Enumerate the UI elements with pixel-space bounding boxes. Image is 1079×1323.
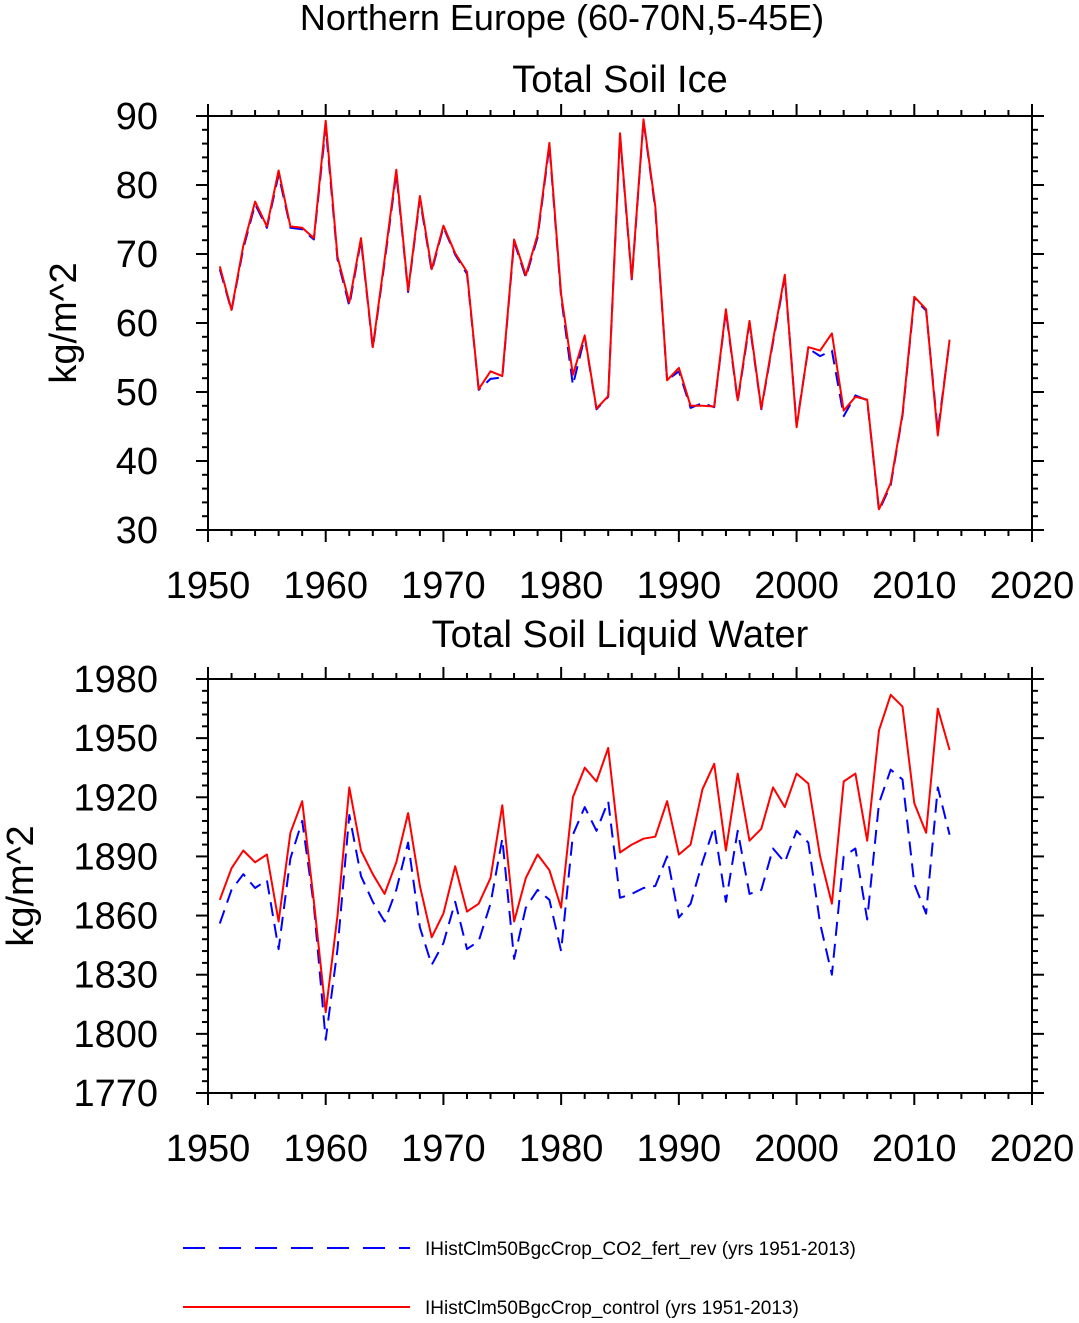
- y-tick-label: 50: [116, 372, 158, 414]
- series-line-co2-fert-rev: [218, 768, 951, 1041]
- legend-entry: IHistClm50BgcCrop_control (yrs 1951-2013…: [183, 1298, 799, 1319]
- y-axis-label: kg/m^2: [0, 825, 42, 946]
- x-tick-label: 1990: [637, 565, 722, 607]
- chart-title: Total Soil Liquid Water: [432, 614, 809, 656]
- chart-title: Total Soil Ice: [512, 59, 727, 101]
- y-tick-label: 1920: [73, 777, 158, 819]
- x-tick-label: 2000: [754, 1128, 839, 1170]
- x-tick-label: 1980: [519, 565, 604, 607]
- y-tick-label: 1830: [73, 955, 158, 997]
- series-line-control: [218, 118, 951, 511]
- x-tick-label: 2000: [754, 565, 839, 607]
- y-tick-label: 40: [116, 441, 158, 483]
- panel-total-soil-liquid-water: Total Soil Liquid Water kg/m^2 1950 1960 1…: [0, 614, 1074, 1170]
- y-tick-label: 30: [116, 510, 158, 552]
- plot-frame: [207, 678, 1033, 1094]
- x-tick-label: 1980: [519, 1128, 604, 1170]
- y-axis-label: kg/m^2: [43, 262, 85, 383]
- series-line-co2-fert-rev: [218, 119, 951, 512]
- x-tick-label: 2020: [990, 1128, 1075, 1170]
- x-tick-label: 2020: [990, 565, 1075, 607]
- x-tick-label: 1990: [637, 1128, 722, 1170]
- y-tick-label: 1800: [73, 1014, 158, 1056]
- x-tick-label: 2010: [872, 1128, 957, 1170]
- x-tick-label: 1950: [166, 565, 251, 607]
- y-tick-label: 1860: [73, 896, 158, 938]
- y-tick-label: 60: [116, 303, 158, 345]
- x-tick-label: 1970: [401, 1128, 486, 1170]
- x-tick-label: 1970: [401, 565, 486, 607]
- figure-title: Northern Europe (60-70N,5-45E): [300, 0, 824, 38]
- legend: IHistClm50BgcCrop_CO2_fert_rev (yrs 1951…: [183, 1239, 856, 1319]
- legend-entry: IHistClm50BgcCrop_CO2_fert_rev (yrs 1951…: [183, 1239, 856, 1260]
- y-tick-label: 1950: [73, 718, 158, 760]
- x-tick-label: 1960: [283, 565, 368, 607]
- x-tick-label: 1950: [166, 1128, 251, 1170]
- y-tick-label: 1770: [73, 1073, 158, 1115]
- panel-total-soil-ice: Total Soil Ice kg/m^2 1950 1960 1970 1980 19…: [43, 59, 1074, 607]
- legend-label: IHistClm50BgcCrop_control (yrs 1951-2013…: [425, 1298, 799, 1319]
- y-tick-label: 70: [116, 234, 158, 276]
- y-tick-label: 1890: [73, 836, 158, 878]
- y-tick-label: 80: [116, 165, 158, 207]
- y-tick-label: 1980: [73, 659, 158, 701]
- x-tick-label: 2010: [872, 565, 957, 607]
- x-tick-label: 1960: [283, 1128, 368, 1170]
- legend-label: IHistClm50BgcCrop_CO2_fert_rev (yrs 1951…: [425, 1239, 856, 1260]
- series-line-control: [218, 693, 951, 1014]
- y-tick-label: 90: [116, 96, 158, 138]
